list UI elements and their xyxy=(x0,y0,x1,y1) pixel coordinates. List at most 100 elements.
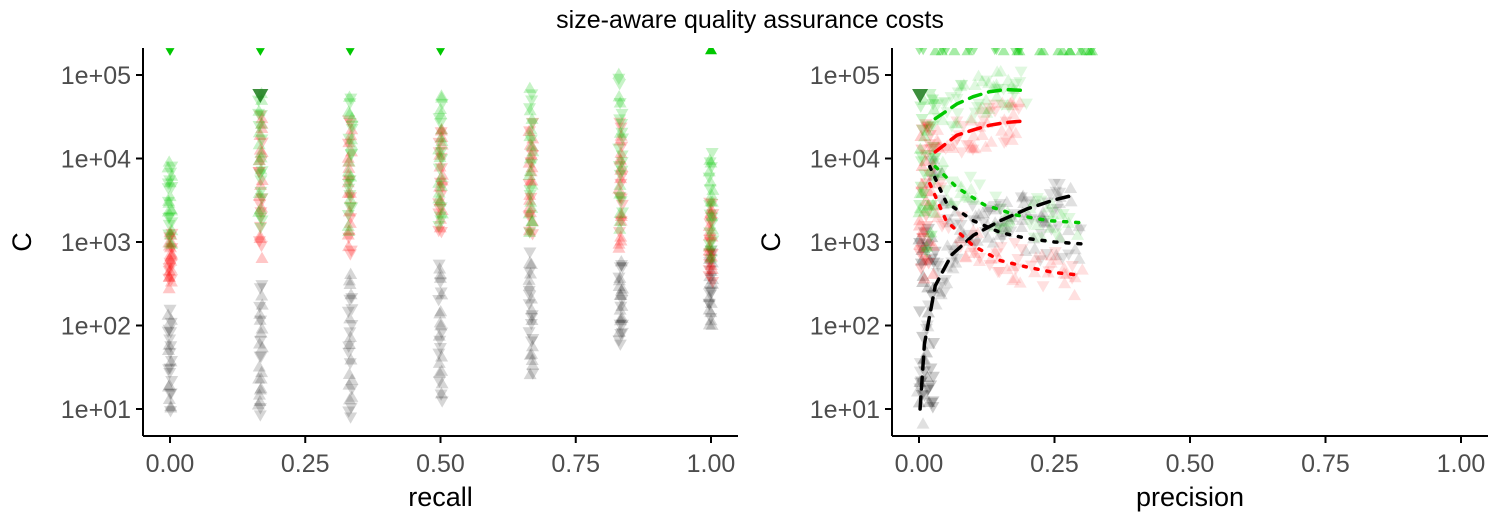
x-tick-label: 0.75 xyxy=(1301,450,1350,478)
data-point xyxy=(523,225,537,238)
data-point xyxy=(433,335,447,348)
data-point xyxy=(164,275,178,287)
data-point xyxy=(1041,201,1055,213)
data-point xyxy=(918,252,932,264)
data-point xyxy=(432,376,446,388)
y-axis-title: C xyxy=(756,232,786,252)
data-point xyxy=(162,364,176,376)
data-point xyxy=(612,227,626,239)
data-point xyxy=(526,117,540,130)
data-point xyxy=(912,219,926,231)
data-point xyxy=(435,138,449,150)
data-point xyxy=(343,202,357,214)
data-point xyxy=(163,367,177,380)
data-point xyxy=(162,270,176,282)
data-point xyxy=(615,262,629,274)
data-point xyxy=(913,201,927,214)
data-point xyxy=(526,144,540,157)
data-point xyxy=(343,98,357,110)
data-point xyxy=(974,103,988,115)
data-point xyxy=(614,193,628,205)
data-point xyxy=(705,248,719,260)
data-point xyxy=(703,200,717,212)
data-point xyxy=(702,229,716,241)
data-point xyxy=(255,215,269,227)
data-point xyxy=(253,169,267,181)
data-point xyxy=(923,253,937,266)
data-point xyxy=(705,262,719,275)
data-point xyxy=(342,205,356,217)
data-point xyxy=(433,148,447,160)
data-point xyxy=(915,244,929,257)
data-point xyxy=(615,150,629,162)
data-point xyxy=(920,240,934,252)
data-point xyxy=(522,211,536,223)
data-point xyxy=(525,139,539,151)
data-point xyxy=(613,169,627,182)
trend-line-red-dotted xyxy=(928,181,1084,277)
data-point xyxy=(614,301,628,314)
data-point xyxy=(1004,226,1018,238)
data-point xyxy=(1062,212,1076,225)
data-point xyxy=(252,388,266,400)
data-point xyxy=(923,88,937,101)
data-point xyxy=(614,178,628,191)
data-point xyxy=(613,288,627,300)
data-point xyxy=(255,145,269,157)
data-point xyxy=(344,402,358,414)
data-point xyxy=(165,248,179,260)
data-point xyxy=(344,201,358,214)
data-point xyxy=(345,202,359,214)
data-point xyxy=(434,267,448,280)
data-point xyxy=(1002,102,1016,114)
data-point xyxy=(164,167,178,179)
data-point xyxy=(1046,207,1060,219)
data-point xyxy=(525,159,539,171)
data-point xyxy=(615,319,629,332)
data-point xyxy=(703,209,717,221)
data-point xyxy=(342,239,356,252)
data-point xyxy=(702,318,716,330)
data-point xyxy=(341,219,355,231)
data-point xyxy=(344,170,358,182)
data-point xyxy=(344,267,358,279)
data-point xyxy=(915,151,929,163)
data-point xyxy=(972,98,986,111)
data-point xyxy=(922,395,936,408)
data-point xyxy=(921,199,935,211)
data-point xyxy=(435,207,449,219)
data-point xyxy=(523,226,537,239)
data-point xyxy=(703,286,717,298)
data-point xyxy=(252,153,266,166)
data-point xyxy=(703,252,717,264)
data-point xyxy=(704,207,718,219)
data-point xyxy=(163,225,177,238)
data-point xyxy=(916,233,930,245)
data-point xyxy=(525,95,539,107)
data-point xyxy=(162,219,176,232)
data-point xyxy=(704,245,718,257)
data-point xyxy=(612,182,626,194)
data-point xyxy=(432,221,446,233)
data-point xyxy=(705,256,719,268)
data-point xyxy=(1034,210,1048,222)
data-point xyxy=(969,238,983,250)
data-point xyxy=(937,97,951,109)
data-point xyxy=(705,147,719,160)
data-point xyxy=(343,330,357,342)
data-point xyxy=(253,403,267,415)
data-point xyxy=(704,206,718,218)
data-point xyxy=(616,282,630,294)
data-point xyxy=(986,236,1000,248)
data-point xyxy=(1056,48,1069,56)
data-point xyxy=(995,99,1009,112)
data-point xyxy=(434,387,448,399)
data-point xyxy=(1011,254,1025,266)
data-point xyxy=(524,157,538,169)
data-point xyxy=(999,215,1013,228)
data-point xyxy=(706,277,720,289)
data-point xyxy=(163,232,177,244)
data-point xyxy=(704,264,718,276)
data-point xyxy=(252,360,266,372)
data-point xyxy=(524,292,538,304)
